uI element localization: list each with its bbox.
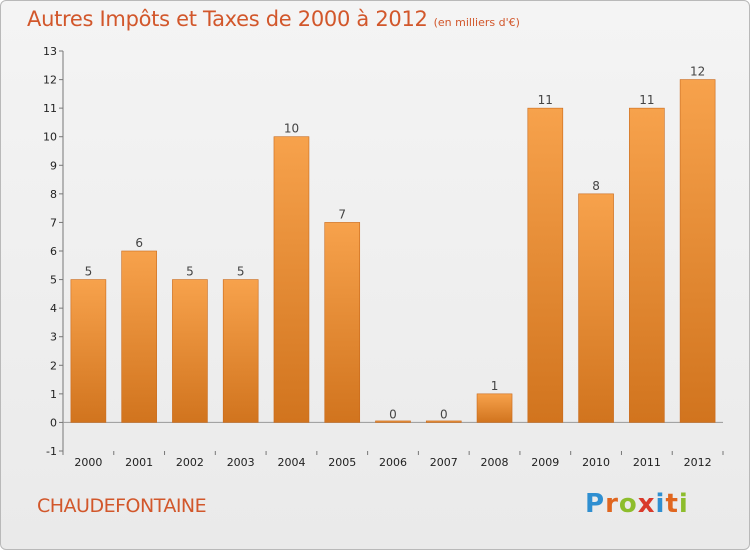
bar-value-label: 5 <box>186 265 194 279</box>
y-tick-label: 12 <box>43 74 57 87</box>
y-tick-label: 4 <box>50 302 57 315</box>
chart-title-text: Autres Impôts et Taxes de 2000 à 2012 <box>27 7 428 31</box>
x-tick-label: 2009 <box>531 456 559 469</box>
y-tick-label: 13 <box>43 45 57 58</box>
bar <box>425 420 462 423</box>
x-tick-label: 2002 <box>176 456 204 469</box>
logo-letter: i <box>678 489 689 519</box>
x-tick-label: 2008 <box>481 456 509 469</box>
y-tick-label: 5 <box>50 274 57 287</box>
y-tick-label: 8 <box>50 188 57 201</box>
bar <box>679 79 716 423</box>
logo-letter: x <box>637 489 656 519</box>
y-tick-label: 1 <box>50 388 57 401</box>
bar-value-label: 6 <box>135 236 143 250</box>
bar-value-label: 11 <box>538 93 553 107</box>
bar <box>324 222 361 423</box>
logo-letter: o <box>618 489 638 519</box>
bar <box>578 193 614 423</box>
bar <box>273 136 310 423</box>
bar-value-label: 5 <box>237 265 245 279</box>
bar-value-label: 1 <box>491 379 499 393</box>
bar <box>222 279 259 423</box>
bar <box>70 279 107 423</box>
x-tick-label: 2006 <box>379 456 407 469</box>
y-tick-label: 0 <box>50 416 57 429</box>
bar-value-label: 12 <box>690 65 705 79</box>
x-tick-label: 2000 <box>74 456 102 469</box>
y-tick-label: -1 <box>46 445 57 458</box>
bar <box>629 107 665 423</box>
y-tick-label: 6 <box>50 245 57 258</box>
logo-letter: r <box>605 489 619 519</box>
logo-letter: t <box>665 489 679 519</box>
x-tick-label: 2001 <box>125 456 153 469</box>
x-tick-label: 2005 <box>328 456 356 469</box>
bar <box>476 393 513 423</box>
y-tick-label: 9 <box>50 159 57 172</box>
x-tick-label: 2003 <box>227 456 255 469</box>
x-tick-label: 2011 <box>633 456 661 469</box>
logo-letter: P <box>585 489 606 519</box>
y-tick-label: 7 <box>50 216 57 229</box>
bar-value-label: 5 <box>85 265 93 279</box>
proxiti-logo: Proxiti <box>585 489 689 519</box>
bar <box>527 107 564 423</box>
bar <box>121 250 157 423</box>
bar-value-label: 8 <box>592 179 600 193</box>
bar <box>172 279 208 423</box>
x-tick-label: 2010 <box>582 456 610 469</box>
bars-group <box>70 79 716 423</box>
bar-value-label: 7 <box>338 207 346 221</box>
bar-value-label: 0 <box>389 407 397 421</box>
chart-title: Autres Impôts et Taxes de 2000 à 2012 (en… <box>27 7 520 31</box>
bar-value-label: 0 <box>440 407 448 421</box>
y-tick-label: 11 <box>43 102 57 115</box>
chart-subtitle: (en milliers d'€) <box>433 16 520 29</box>
x-tick-label: 2012 <box>684 456 712 469</box>
bar-value-label: 11 <box>639 93 654 107</box>
y-tick-label: 2 <box>50 359 57 372</box>
x-tick-label: 2007 <box>430 456 458 469</box>
y-tick-label: 3 <box>50 331 57 344</box>
commune-name: CHAUDEFONTAINE <box>37 495 207 517</box>
x-tick-label: 2004 <box>277 456 305 469</box>
y-tick-label: 10 <box>43 131 57 144</box>
logo-letter: i <box>655 489 666 519</box>
bar <box>375 420 411 423</box>
bar-value-label: 10 <box>284 122 299 136</box>
